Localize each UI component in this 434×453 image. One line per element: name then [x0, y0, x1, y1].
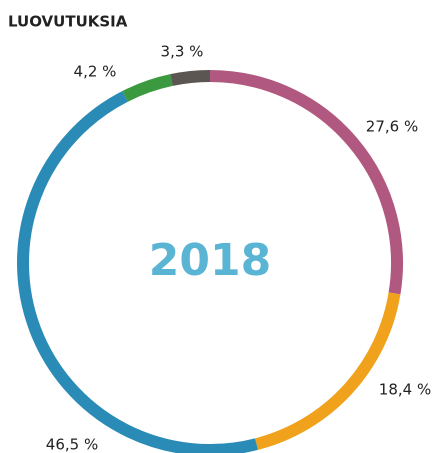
- center-label: 2018: [149, 235, 271, 286]
- donut-segment: [209, 70, 403, 295]
- value-label: 18,4 %: [379, 381, 431, 399]
- donut-segment: [17, 91, 258, 453]
- donut-segment: [170, 70, 211, 86]
- donut-segment: [255, 292, 401, 450]
- value-label: 3,3 %: [161, 43, 204, 61]
- value-label: 27,6 %: [366, 118, 418, 136]
- value-label: 4,2 %: [74, 63, 117, 81]
- donut-segment: [122, 74, 173, 102]
- chart-title: LUOVUTUKSIA: [8, 13, 128, 31]
- value-label: 46,5 %: [46, 436, 98, 453]
